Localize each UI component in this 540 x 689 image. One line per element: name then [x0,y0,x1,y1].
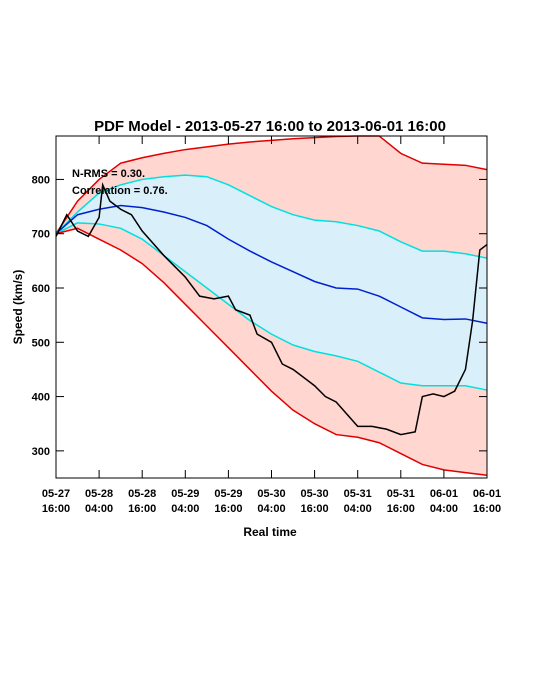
y-tick-label: 300 [32,446,50,458]
series-line [55,204,488,325]
series-line [55,174,488,259]
x-tick-label: 05-28 16:00 [128,488,156,515]
x-axis-label: Real time [243,525,297,539]
x-tick-label: 06-01 04:00 [430,488,458,515]
x-tick-label: 05-29 04:00 [171,488,199,515]
x-tick-label: 05-29 16:00 [214,488,242,515]
x-tick-label: 06-01 16:00 [473,488,501,515]
series-line [55,227,488,477]
x-tick-label: 05-30 04:00 [257,488,285,515]
y-tick-label: 400 [32,392,50,404]
series-line [55,222,488,391]
x-tick-label: 05-31 16:00 [387,488,415,515]
observed-line [55,182,488,436]
y-tick-label: 800 [32,174,50,186]
x-tick-label: 05-27 16:00 [42,488,70,515]
annotation: N-RMS = 0.30. [72,168,145,180]
x-tick-label: 05-28 04:00 [85,488,113,515]
y-axis-label: Speed (km/s) [11,270,25,345]
annotation: Correlation = 0.76. [72,185,168,197]
y-tick-label: 600 [32,283,50,295]
x-tick-label: 05-31 04:00 [344,488,372,515]
y-tick-label: 500 [32,337,50,349]
band [56,175,487,391]
plot-area [55,135,488,477]
chart-title: PDF Model - 2013-05-27 16:00 to 2013-06-… [94,118,446,135]
y-tick-label: 700 [32,229,50,241]
x-tick-label: 05-30 16:00 [301,488,329,515]
